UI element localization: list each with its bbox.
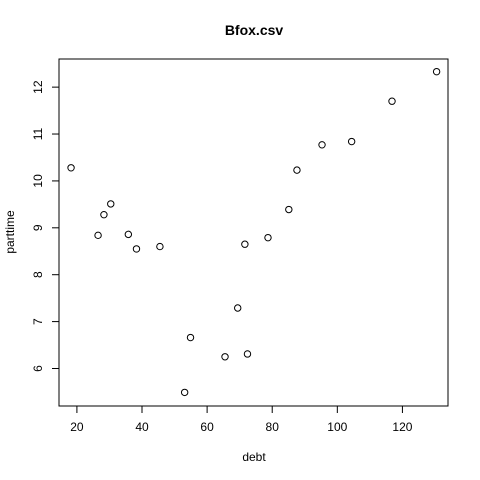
y-tick-label: 6 (31, 365, 45, 372)
x-tick-label: 60 (200, 420, 214, 434)
data-point (186, 333, 195, 342)
chart-title: Bfox.csv (225, 22, 284, 38)
data-point (234, 304, 242, 312)
data-point (132, 245, 141, 253)
data-point (107, 200, 115, 208)
data-point (124, 230, 133, 239)
data-point (241, 240, 249, 248)
y-tick-label: 12 (31, 80, 45, 94)
data-point (243, 350, 252, 358)
data-point (264, 233, 272, 242)
plot-frame (58, 58, 449, 407)
data-point (318, 141, 326, 149)
data-point (293, 166, 301, 174)
data-point (100, 210, 108, 219)
data-point (432, 67, 441, 76)
y-tick-label: 11 (31, 127, 45, 140)
data-point (94, 231, 102, 240)
x-tick-label: 20 (70, 420, 84, 434)
data-point (388, 97, 396, 105)
y-axis: 6 7 8 9 10 11 12 (31, 80, 59, 372)
data-point (67, 164, 75, 172)
data-point (156, 242, 164, 251)
y-tick-label: 9 (31, 224, 45, 231)
y-tick-label: 10 (31, 174, 45, 188)
x-tick-label: 120 (392, 420, 412, 434)
data-points (67, 67, 441, 397)
y-axis-label: parttime (3, 210, 17, 254)
x-tick-label: 100 (327, 420, 347, 434)
y-tick-label: 7 (31, 318, 45, 325)
x-axis-label: debt (242, 450, 266, 464)
data-point (285, 205, 293, 214)
x-tick-label: 40 (135, 420, 149, 434)
data-point (347, 137, 356, 146)
data-point (180, 388, 189, 397)
x-tick-label: 80 (266, 420, 280, 434)
data-point (221, 353, 229, 361)
x-axis: 20 40 60 80 100 120 (70, 406, 413, 434)
y-tick-label: 8 (31, 271, 45, 278)
